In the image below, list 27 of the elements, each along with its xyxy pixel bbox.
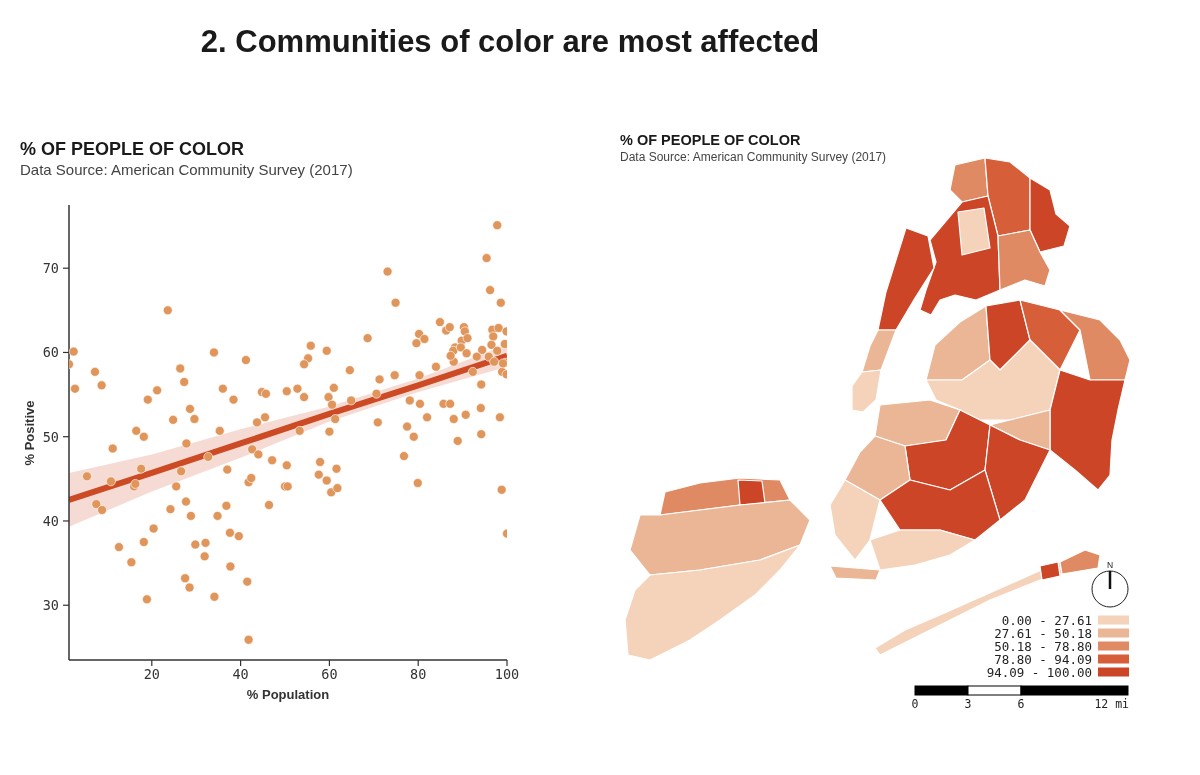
category-label: 78.80 - 94.09 — [994, 651, 1092, 667]
text: 3 — [964, 697, 972, 711]
x-tick-label: 80 — [410, 665, 427, 682]
text: 6 — [1017, 697, 1025, 711]
category-label: 0.00 - 27.61 — [1001, 612, 1092, 628]
y-tick-label: 50 — [42, 428, 59, 445]
text: N — [1106, 560, 1114, 570]
text: 12 mi — [1094, 697, 1130, 711]
text: Data Source: American Community Survey (2017) — [620, 150, 887, 164]
x-tick-label: 40 — [232, 665, 249, 682]
chart-subtitle: Data Source: American Community Survey (2017) — [20, 161, 353, 178]
chart-title: % OF PEOPLE OF COLOR — [20, 139, 245, 159]
y-tick-label: 70 — [42, 259, 59, 276]
x-tick-label: 60 — [321, 665, 338, 682]
text: % OF PEOPLE OF COLOR — [620, 132, 801, 148]
category-label: 50.18 - 78.80 — [994, 638, 1092, 654]
y-axis-title: % Positive — [22, 399, 37, 466]
x-tick-label: 100 — [494, 665, 520, 682]
x-tick-label: 20 — [143, 665, 160, 682]
text: 0 — [911, 697, 919, 711]
y-tick-label: 60 — [42, 344, 59, 361]
category-label: 94.09 - 100.00 — [986, 664, 1092, 680]
text: 2. Communities of color are most affected — [200, 24, 820, 59]
x-axis-title: % Population — [246, 687, 330, 702]
category-label: 27.61 - 50.18 — [994, 625, 1092, 641]
y-tick-label: 40 — [42, 512, 59, 529]
y-tick-label: 30 — [42, 597, 59, 614]
